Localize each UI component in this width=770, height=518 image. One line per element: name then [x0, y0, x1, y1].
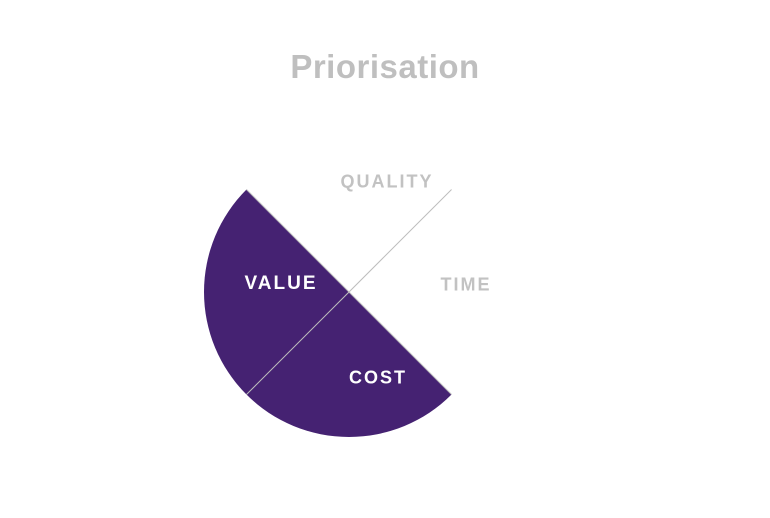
quadrant-pie [0, 0, 770, 518]
label-value: VALUE [245, 273, 318, 295]
label-time: TIME [441, 275, 492, 296]
label-cost: COST [349, 368, 407, 389]
label-quality: QUALITY [341, 172, 434, 193]
priorisation-diagram: { "title": { "text": "Priorisation", "co… [0, 0, 770, 518]
